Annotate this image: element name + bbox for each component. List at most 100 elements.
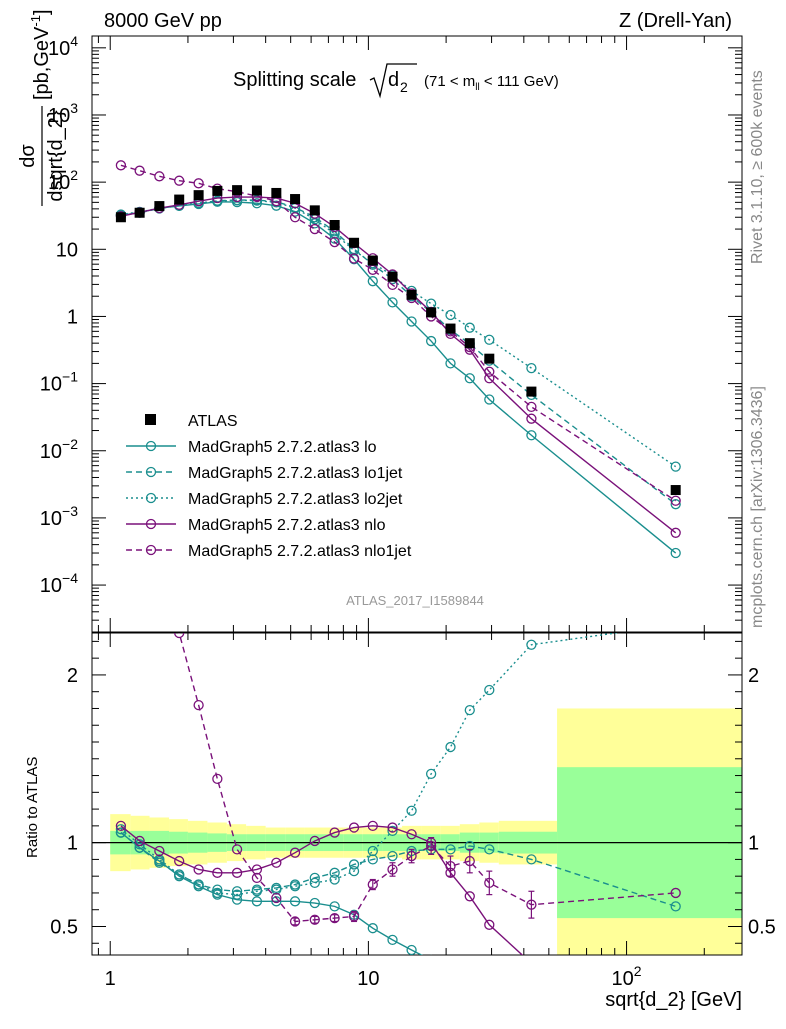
main-series-4-point-1	[134, 165, 145, 176]
ratio-series-3-point-11	[329, 827, 340, 838]
ratio-series-4-point-19	[484, 877, 495, 889]
ratio-series-2-point-18	[464, 704, 475, 716]
ratio-series-3-point-12	[348, 822, 360, 833]
ratio-series-4-point-10	[309, 914, 320, 925]
ratio-series-0-point-16	[430, 954, 433, 955]
main-y-tick-base-8: 10	[40, 575, 62, 597]
atlas-data-point-19	[484, 353, 495, 364]
analysis-watermark: ATLAS_2017_I1589844	[346, 593, 484, 608]
ratio-series-1-point-20	[526, 854, 537, 865]
ratio-series-4-point-16	[425, 840, 437, 852]
ratio-y-tick-label-left-2: 0.5	[50, 916, 78, 938]
x-tick-exp-2: 2	[634, 963, 642, 979]
ratio-series-3-point-8	[271, 857, 282, 868]
main-series-4-point-10	[309, 223, 320, 235]
atlas-data-point-8	[271, 187, 282, 198]
ratio-series-0-point-18	[465, 964, 474, 973]
legend-label-4: MadGraph5 2.7.2.atlas3 nlo	[188, 517, 386, 534]
ratio-series-3-point-5	[212, 867, 223, 878]
legend: ATLAS MadGraph5 2.7.2.atlas3 lo MadGraph5 …	[126, 413, 412, 560]
ratio-series-2-point-15	[406, 805, 417, 816]
ratio-series-1-point-5	[212, 884, 223, 895]
ratio-series-4-point-8	[271, 892, 282, 904]
main-y-tick-label-2: 102	[48, 167, 78, 194]
main-series-line-0	[120, 201, 677, 554]
x-tick-label-1: 10	[357, 968, 379, 990]
ratio-series-4-point-6	[231, 844, 243, 855]
ratio-series-4-point-14	[387, 864, 398, 875]
ratio-series-2-point-6	[231, 889, 243, 900]
ratio-series-1-point-1	[134, 842, 145, 853]
atlas-data-point-13	[367, 255, 378, 266]
ratio-series-3-point-13	[367, 820, 378, 832]
main-y-tick-label-5: 10−1	[40, 369, 78, 396]
ratio-series-2-point-16	[425, 768, 437, 780]
ratio-series-2-point-3	[174, 869, 185, 880]
legend-label-0: ATLAS	[188, 413, 238, 430]
ratio-series-4-point-12	[348, 911, 360, 922]
atlas-data-point-5	[212, 185, 223, 196]
ratio-series-3-point-18	[464, 891, 475, 902]
ratio-series-2-point-13	[367, 845, 378, 857]
x-tick-base-1: 10	[357, 968, 379, 990]
main-y-tick-base-5: 10	[40, 374, 62, 396]
ratio-series-0-point-17	[446, 959, 455, 968]
ratio-series-2-point-19	[484, 684, 495, 696]
main-series-4-point-11	[329, 236, 340, 248]
ratio-series-2-point-21	[671, 620, 680, 629]
ratio-plot-frame	[91, 632, 743, 956]
x-tick-base-2: 10	[612, 968, 634, 990]
atlas-data-point-10	[309, 205, 320, 216]
ratio-series-4-point-21	[670, 887, 681, 899]
main-series-layer	[115, 160, 681, 559]
title-symbol: d	[388, 69, 399, 91]
x-axis-label: sqrt{d_2} [GeV]	[605, 989, 742, 1011]
ratio-series-2-point-4	[193, 879, 204, 890]
legend-marker-0	[145, 414, 156, 425]
atlas-data-point-4	[193, 190, 204, 201]
ratio-series-line-3	[120, 825, 524, 955]
ratio-series-layer	[115, 620, 681, 981]
title-sqrt-sign	[369, 63, 417, 99]
ratio-y-tick-label-left-0: 2	[67, 665, 78, 687]
main-series-0-point-20	[526, 430, 537, 441]
side-label-mcplots: mcplots.cern.ch [arXiv:1306.3436]	[749, 386, 766, 628]
main-y-tick-exp-2: 2	[70, 167, 78, 183]
ratio-series-4-point-11	[329, 912, 340, 924]
legend-label-1: MadGraph5 2.7.2.atlas3 lo	[188, 439, 377, 456]
atlas-data-point-3	[174, 194, 185, 205]
ratio-series-4-point-5	[212, 773, 223, 785]
y-label-unit-exp: -1	[28, 15, 43, 27]
main-series-0-point-13	[367, 276, 378, 287]
ratio-series-2-point-12	[348, 865, 360, 877]
ratio-series-2-point-14	[387, 825, 398, 837]
ratio-series-3-point-1	[134, 835, 145, 847]
ratio-series-3-point-21	[671, 972, 680, 981]
ratio-series-1-point-21	[670, 901, 681, 912]
main-series-4-point-3	[174, 175, 185, 186]
ratio-series-2-point-17	[445, 741, 456, 753]
ratio-series-4-point-18	[464, 855, 475, 867]
main-y-tick-exp-8: −4	[62, 570, 78, 586]
x-tick-label-0: 1	[105, 968, 116, 990]
ratio-series-1-point-17	[445, 844, 456, 855]
ratio-series-1-point-11	[329, 867, 340, 878]
main-series-0-point-10	[309, 218, 320, 229]
main-y-tick-base-4: 1	[67, 306, 78, 328]
main-series-0-point-8	[271, 200, 282, 211]
main-series-0-point-7	[251, 198, 263, 209]
ratio-y-tick-label-right-0: 2	[748, 665, 759, 687]
main-y-tick-label-0: 104	[48, 33, 78, 60]
ratio-series-3-point-9	[289, 847, 301, 858]
ratio-series-2-point-9	[289, 881, 301, 892]
main-y-tick-base-1: 10	[48, 105, 70, 127]
main-y-tick-base-2: 10	[48, 172, 70, 194]
main-y-tick-base-0: 10	[48, 38, 70, 60]
ratio-y-tick-label-left-1: 1	[67, 833, 78, 855]
y-label-unit-text: [pb,GeV	[31, 26, 53, 100]
main-series-2-point-21	[670, 461, 681, 472]
atlas-data-point-7	[251, 185, 262, 196]
side-label-rivet: Rivet 3.1.10, ≥ 600k events	[749, 70, 766, 264]
